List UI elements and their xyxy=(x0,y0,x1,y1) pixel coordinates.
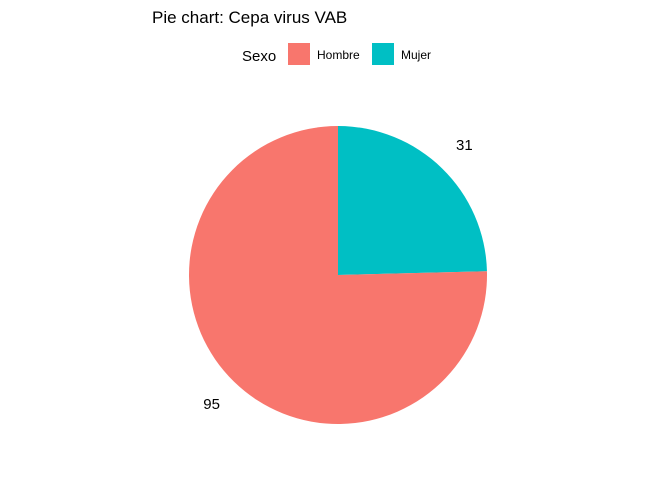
data-label-hombre: 95 xyxy=(203,396,220,413)
legend-label-mujer: Mujer xyxy=(401,48,431,62)
pie-slice-mujer xyxy=(338,126,487,275)
legend: Sexo Hombre Mujer xyxy=(242,43,431,65)
pie-slices xyxy=(189,126,487,424)
legend-swatch-mujer xyxy=(372,43,394,65)
pie-slice-hombre xyxy=(189,126,487,424)
legend-label-hombre: Hombre xyxy=(317,48,360,62)
data-label-mujer: 31 xyxy=(456,137,473,154)
chart-title: Pie chart: Cepa virus VAB xyxy=(152,8,347,27)
legend-swatch-hombre xyxy=(288,43,310,65)
pie-labels: 31 95 xyxy=(203,137,472,413)
legend-title: Sexo xyxy=(242,48,276,65)
